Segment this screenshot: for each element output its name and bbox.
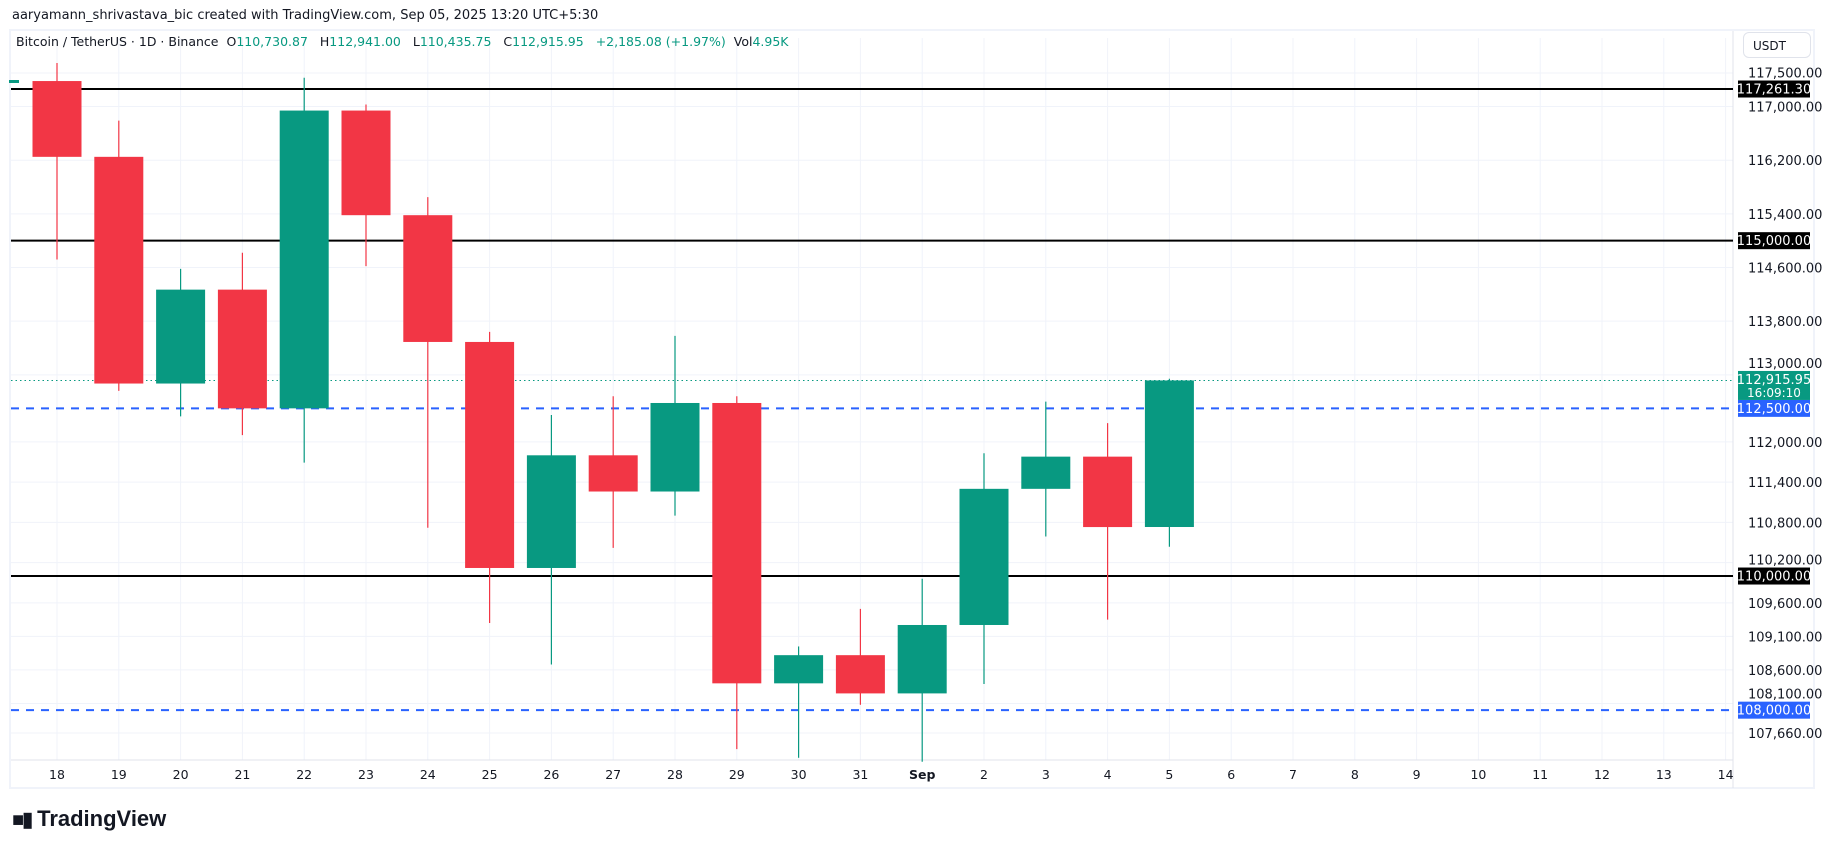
candle-up (774, 655, 824, 684)
price-tick-label: 108,100.00 (1748, 688, 1822, 703)
candle-down (217, 289, 267, 409)
close-value: 112,915.95 (512, 34, 584, 49)
date-tick-label: 9 (1413, 767, 1421, 782)
left-edge-marker (9, 80, 19, 83)
price-tick-label: 117,000.00 (1748, 101, 1822, 116)
symbol-name[interactable]: Bitcoin / TetherUS · 1D · Binance (16, 34, 219, 49)
date-tick-label: 14 (1718, 767, 1734, 782)
price-tick-label: 114,600.00 (1748, 262, 1822, 277)
date-tick-label: 26 (543, 767, 559, 782)
price-level-badge: 112,500.00 (1737, 402, 1811, 417)
countdown-label: 16:09:10 (1747, 386, 1801, 400)
high-label: H (319, 34, 330, 49)
candle-down (1083, 456, 1133, 528)
close-label: C (503, 34, 513, 49)
price-tick-label: 113,800.00 (1748, 315, 1822, 330)
date-tick-label: 4 (1104, 767, 1112, 782)
symbol-legend: Bitcoin / TetherUS · 1D · Binance O110,7… (16, 34, 796, 49)
open-label: O (226, 34, 237, 49)
volume-label: Vol (733, 34, 753, 49)
price-tick-label: 113,000.00 (1748, 357, 1822, 372)
candle-up (897, 624, 947, 694)
price-level-badge-bg (1738, 80, 1810, 98)
price-tick-label: 110,200.00 (1748, 554, 1822, 569)
candle-down (712, 402, 762, 684)
price-level-badge: 110,000.00 (1737, 570, 1811, 585)
candle-down (341, 110, 391, 216)
date-tick-label: 6 (1227, 767, 1235, 782)
date-tick-label: 13 (1656, 767, 1672, 782)
date-tick-label: 10 (1470, 767, 1486, 782)
price-tick-label: 116,200.00 (1748, 154, 1822, 169)
candle-up (156, 289, 206, 384)
candle-down (94, 156, 144, 384)
currency-button[interactable]: USDT (1743, 32, 1811, 58)
candle-up (526, 455, 576, 568)
date-tick-label: 29 (729, 767, 745, 782)
price-tick-label: 111,400.00 (1748, 476, 1822, 491)
candle-up (650, 402, 700, 492)
date-tick-label: 30 (791, 767, 807, 782)
date-tick-label: 11 (1532, 767, 1548, 782)
last-price-badge-bg (1738, 370, 1810, 400)
date-tick-label: Sep (909, 767, 935, 782)
date-tick-label: 24 (420, 767, 436, 782)
candle-up (1144, 380, 1194, 528)
date-tick-label: 7 (1289, 767, 1297, 782)
price-level-badge-bg (1738, 399, 1810, 417)
candle-down (588, 455, 638, 492)
low-value: 110,435.75 (419, 34, 492, 49)
candle-down (403, 215, 453, 342)
date-tick-label: 18 (49, 767, 65, 782)
date-tick-label: 19 (111, 767, 127, 782)
date-tick-label: 25 (482, 767, 498, 782)
high-value: 112,941.00 (329, 34, 401, 49)
price-tick-label: 117,500.00 (1748, 67, 1822, 82)
candle-down (465, 341, 515, 568)
date-tick-label: 22 (296, 767, 312, 782)
chart-frame (9, 29, 1815, 789)
tradingview-logo[interactable]: ■▮ TradingView (12, 806, 166, 832)
date-tick-label: 3 (1042, 767, 1050, 782)
tradingview-logo-icon: ■▮ (12, 808, 33, 831)
open-value: 110,730.87 (236, 34, 308, 49)
date-tick-label: 21 (234, 767, 250, 782)
date-tick-label: 27 (605, 767, 621, 782)
candle-up (279, 110, 329, 409)
date-tick-label: 31 (852, 767, 868, 782)
chart-credit: aaryamann_shrivastava_bic created with T… (12, 8, 599, 23)
logo-text: TradingView (37, 806, 167, 831)
candle-up (1021, 456, 1071, 489)
date-tick-label: 23 (358, 767, 374, 782)
last-price-badge: 112,915.95 (1737, 373, 1811, 388)
volume-value: 4.95K (752, 34, 789, 49)
date-tick-label: 8 (1351, 767, 1359, 782)
candle-up (959, 488, 1009, 625)
price-level-badge: 115,000.00 (1737, 234, 1811, 249)
price-level-badge-bg (1738, 701, 1810, 719)
price-level-badge: 108,000.00 (1737, 704, 1811, 719)
price-level-badge-bg (1738, 232, 1810, 250)
date-tick-label: 2 (980, 767, 988, 782)
price-tick-label: 109,100.00 (1748, 630, 1822, 645)
date-tick-label: 28 (667, 767, 683, 782)
change-value: +2,185.08 (+1.97%) (595, 34, 726, 49)
price-tick-label: 112,000.00 (1748, 436, 1822, 451)
date-tick-label: 20 (173, 767, 189, 782)
price-level-badge: 117,261.30 (1737, 83, 1811, 98)
price-tick-label: 108,600.00 (1748, 664, 1822, 679)
low-label: L (412, 34, 420, 49)
price-tick-label: 107,660.00 (1748, 727, 1822, 742)
candle-down (32, 81, 82, 157)
date-tick-label: 5 (1165, 767, 1173, 782)
price-tick-label: 115,400.00 (1748, 208, 1822, 223)
candle-down (835, 655, 885, 694)
date-tick-label: 12 (1594, 767, 1610, 782)
price-tick-label: 110,800.00 (1748, 516, 1822, 531)
price-tick-label: 109,600.00 (1748, 597, 1822, 612)
price-level-badge-bg (1738, 567, 1810, 585)
